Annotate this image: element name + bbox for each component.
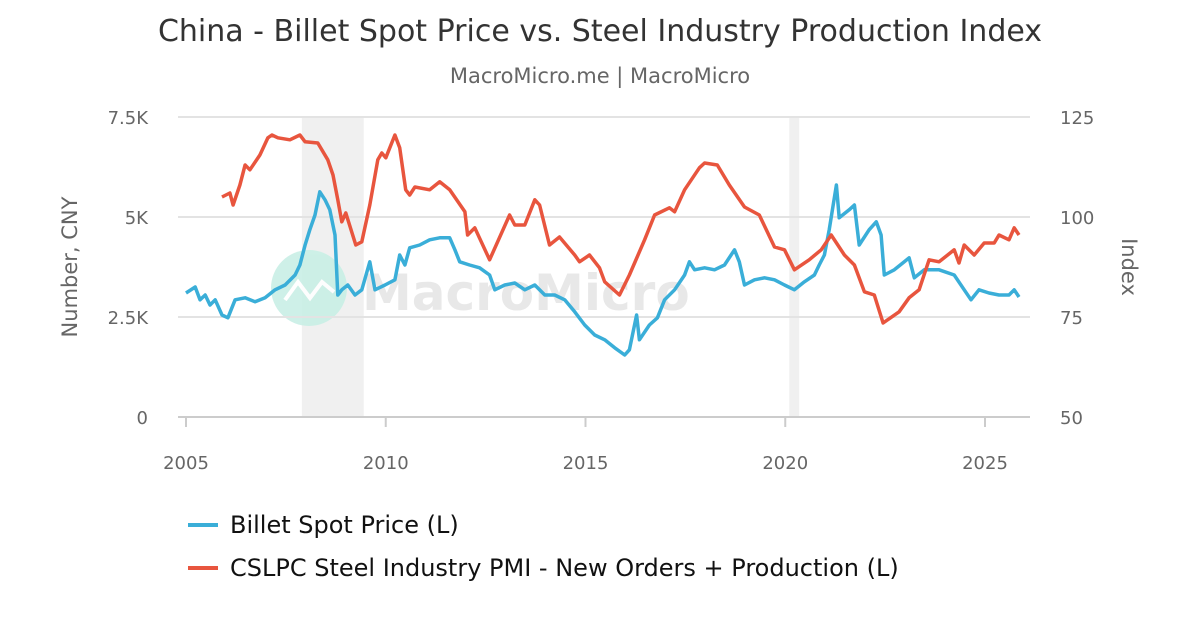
- legend-swatch: [188, 566, 218, 570]
- legend-label: CSLPC Steel Industry PMI - New Orders + …: [230, 554, 899, 582]
- chart-subtitle: MacroMicro.me | MacroMicro: [449, 64, 751, 88]
- series-line-pmi: [221, 133, 1021, 325]
- x-tick-label: 2005: [163, 453, 209, 474]
- x-tick-label: 2010: [363, 453, 409, 474]
- y-right-tick-label: 125: [1060, 108, 1094, 129]
- legend-label: Billet Spot Price (L): [230, 511, 459, 539]
- y-left-tick-label: 7.5K: [108, 108, 150, 129]
- x-tick-label: 2020: [762, 453, 808, 474]
- x-tick-label: 2025: [962, 453, 1008, 474]
- legend-item-billet-price[interactable]: Billet Spot Price (L): [188, 511, 459, 539]
- y-left-tick-label: 0: [137, 408, 148, 429]
- legend-item-pmi[interactable]: CSLPC Steel Industry PMI - New Orders + …: [188, 554, 899, 582]
- y-right-tick-label: 50: [1060, 408, 1083, 429]
- watermark-logo: MacroMicro: [271, 250, 690, 326]
- y-right-tick-label: 100: [1060, 208, 1094, 229]
- y-left-tick-label: 2.5K: [108, 308, 150, 329]
- watermark-logo-icon: [283, 278, 336, 302]
- y-left-tick-label: 5K: [125, 208, 149, 229]
- series-line-billet-price: [185, 183, 1021, 357]
- chart-title: China - Billet Spot Price vs. Steel Indu…: [157, 14, 1043, 49]
- y-axis-right-title: Index: [1117, 238, 1141, 296]
- y-right-tick-label: 75: [1060, 308, 1083, 329]
- watermark-circle: [271, 250, 347, 326]
- y-axis-left-title: Number, CNY: [58, 196, 82, 337]
- watermark-text: MacroMicro: [362, 264, 690, 322]
- x-tick-label: 2015: [563, 453, 609, 474]
- legend-swatch: [188, 523, 218, 527]
